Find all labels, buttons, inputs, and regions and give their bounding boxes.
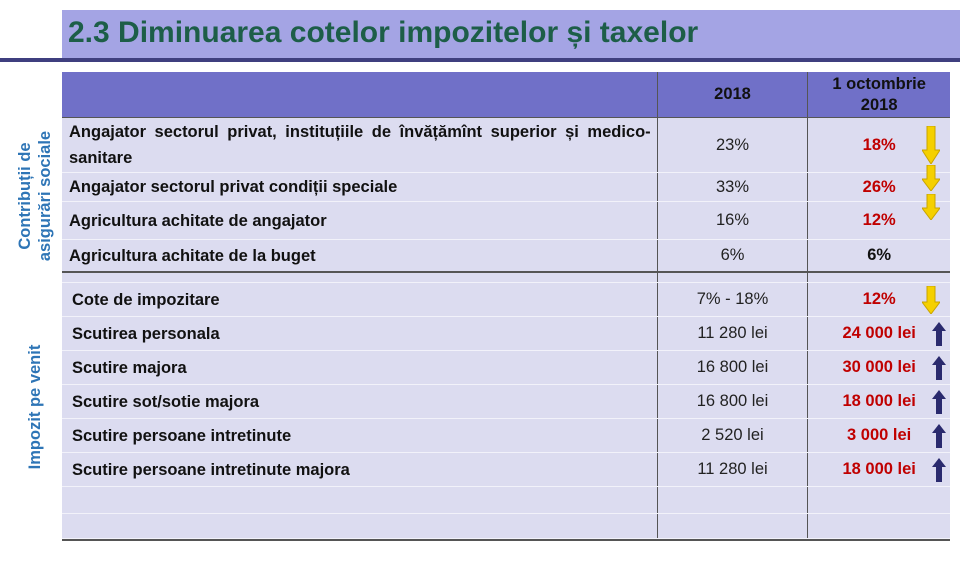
table: 2018 1 octombrie 2018 Angajator sectorul… — [62, 72, 950, 541]
row: Cote de impozitare 7% - 18% 12% — [62, 283, 950, 317]
row: Agricultura achitate de la buget 6% 6% — [62, 240, 950, 273]
row: Agricultura achitate de angajator 16% 12… — [62, 194, 950, 240]
row: Scutire majora 16 800 lei 30 000 lei — [62, 351, 950, 385]
cell: 33% — [656, 173, 809, 201]
title-bar: 2.3 Diminuarea cotelor impozitelor și ta… — [62, 10, 960, 58]
cell: Angajator sectorul privat, instituțiile … — [69, 123, 651, 167]
row: Scutirea personala 11 280 lei 24 000 lei — [62, 317, 950, 351]
cell-text: 6% — [867, 246, 892, 264]
cell: 18 000 lei — [808, 453, 950, 486]
cell: Scutire majora — [72, 358, 187, 377]
cell: Agricultura achitate de angajator — [69, 211, 327, 230]
cell-text: 30 000 lei — [842, 358, 916, 376]
cell-text: 26% — [862, 177, 896, 196]
cell-text: 18% — [862, 135, 896, 154]
cell: 18% — [808, 118, 950, 172]
down-arrow — [922, 165, 940, 191]
cell-text: 12% — [862, 290, 896, 308]
cell: Scutirea personala — [72, 324, 220, 343]
up-arrow — [932, 457, 946, 482]
cell: 12% — [808, 194, 950, 239]
cell-text: 18 000 lei — [842, 392, 916, 410]
group-label: Contribuții de asigurări sociale — [8, 118, 63, 273]
cell: 11 280 lei — [656, 317, 809, 350]
row: Scutire persoane intretinute 2 520 lei 3… — [62, 419, 950, 453]
cell-text: 24 000 lei — [842, 324, 916, 342]
cell: 16 800 lei — [656, 351, 809, 384]
row: Scutire persoane intretinute majora 11 2… — [62, 453, 950, 487]
cell: 12% — [808, 283, 950, 316]
cell: Scutire persoane intretinute majora — [72, 460, 350, 479]
cell: 2 520 lei — [656, 419, 809, 452]
header-cell: 1 octombrie 2018 — [808, 72, 950, 117]
cell: 6% — [656, 240, 809, 271]
cell: Agricultura achitate de la buget — [69, 246, 316, 265]
title-rule — [0, 58, 960, 62]
cell: 7% - 18% — [656, 283, 809, 316]
cell: 11 280 lei — [656, 453, 809, 486]
row: Angajator sectorul privat, instituțiile … — [62, 118, 950, 173]
cell-text: 3 000 lei — [847, 426, 912, 444]
up-arrow — [932, 355, 946, 380]
cell-text: 18 000 lei — [842, 460, 916, 478]
cell: 23% — [656, 118, 809, 172]
row: Scutire sot/sotie majora 16 800 lei 18 0… — [62, 385, 950, 419]
cell: 24 000 lei — [808, 317, 950, 350]
down-arrow — [922, 126, 940, 164]
up-arrow — [932, 321, 946, 346]
cell: 30 000 lei — [808, 351, 950, 384]
group-label-text: Impozit pe venit — [26, 344, 44, 469]
up-arrow — [932, 389, 946, 414]
cell: Cote de impozitare — [72, 290, 220, 309]
slide-title: 2.3 Diminuarea cotelor impozitelor și ta… — [68, 16, 699, 49]
cell: Scutire sot/sotie majora — [72, 392, 260, 411]
cell: 6% — [808, 240, 950, 271]
down-arrow — [922, 285, 940, 314]
spacer-row — [62, 273, 950, 283]
cell: 26% — [808, 165, 950, 201]
cell: 3 000 lei — [808, 419, 950, 452]
header-text: 1 octombrie 2018 — [832, 74, 926, 114]
header-cell: 2018 — [656, 72, 809, 117]
empty-row — [62, 514, 950, 539]
cell: Scutire persoane intretinute — [72, 426, 292, 445]
cell: 16 800 lei — [656, 385, 809, 418]
row: Angajator sectorul privat condiții speci… — [62, 165, 950, 202]
cell-text: 12% — [862, 211, 896, 229]
group-label-text: Contribuții de asigurări sociale — [16, 130, 54, 261]
up-arrow — [932, 423, 946, 448]
down-arrow — [922, 194, 940, 220]
group-label: Impozit pe venit — [8, 273, 63, 540]
cell: 18 000 lei — [808, 385, 950, 418]
header-row: 2018 1 octombrie 2018 — [62, 72, 950, 118]
empty-row — [62, 487, 950, 514]
cell: 16% — [656, 202, 809, 239]
cell: Angajator sectorul privat condiții speci… — [69, 178, 398, 196]
